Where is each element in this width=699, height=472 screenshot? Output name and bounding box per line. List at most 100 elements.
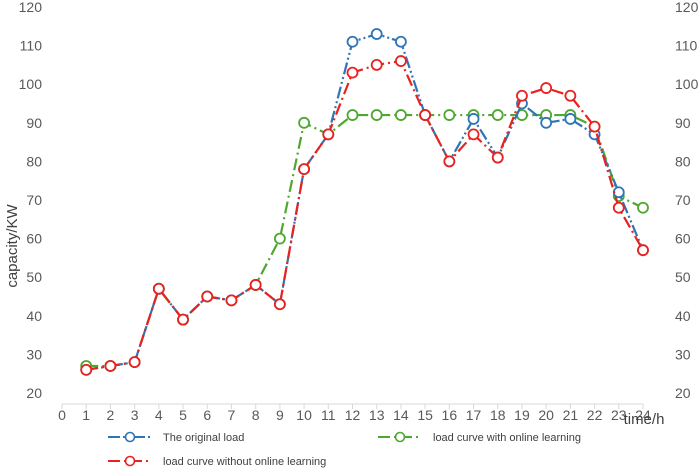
y-tick-label: 50 [26,269,42,285]
x-tick-label: 3 [131,407,139,423]
y2-tick-label: 100 [675,76,699,92]
x-tick-label: 2 [107,407,115,423]
series-layer [80,28,649,376]
x-tick-label: 6 [203,407,211,423]
data-point [540,82,553,94]
x-tick-label: 7 [228,407,236,423]
data-point [419,109,432,121]
series-line [86,32,645,371]
y-tick-label: 70 [26,192,42,208]
x-tick-label: 17 [466,407,482,423]
data-point [443,155,456,168]
data-point [443,109,456,121]
x-tick-label: 12 [345,407,361,423]
data-point [467,113,480,125]
data-point [152,282,165,295]
data-point [564,89,577,102]
x-tick-label: 19 [514,407,530,423]
legend: The original load load curve with online … [108,431,581,468]
series-3 [80,55,649,376]
data-point [80,363,93,376]
data-point [588,120,601,133]
data-point [395,35,407,48]
y-tick-label: 110 [20,38,43,54]
y-tick-label: 90 [26,115,42,131]
data-point [564,113,577,125]
x-tick-label: 13 [369,407,385,423]
y2-tick-label: 30 [675,346,691,362]
x-tick-label: 22 [587,407,603,423]
x-tick-label: 20 [538,407,554,423]
x-tick-label: 14 [393,407,409,423]
series-line [86,59,644,371]
legend-marker [124,431,136,443]
y2-tick-label: 80 [675,153,691,169]
y2-tick-label: 50 [675,269,691,285]
series-1 [80,28,649,376]
data-point [104,360,117,372]
data-point [395,109,407,121]
x-tick-label: 4 [155,407,163,423]
data-point [298,163,310,176]
y2-tick-label: 90 [675,115,691,131]
data-point [177,313,189,326]
data-point [201,290,214,303]
x-tick-label: 15 [417,407,433,423]
data-point [491,109,504,121]
legend-item: load curve with online learning [378,431,581,444]
y-tick-label: 100 [19,76,43,92]
y2-tick-label: 20 [675,385,691,401]
data-point [370,28,383,40]
y-axis-left: 20 30 40 50 60 70 80 90 100 110 120 [19,0,43,401]
y-tick-label: 120 [19,0,43,15]
data-point [516,89,528,102]
x-tick-label: 24 [635,407,651,423]
legend-marker [124,455,136,467]
data-point [298,116,310,129]
data-point [467,128,480,141]
x-tick-label: 10 [296,407,312,423]
y2-tick-label: 110 [675,38,698,54]
x-axis: 0 1 2 3 4 5 6 7 8 9 10 11 12 13 14 15 16 17 18 19 20 21 22 23 24 [58,403,651,423]
data-point [491,151,504,164]
data-point [540,116,553,129]
legend-label: load curve with online learning [433,432,581,444]
y-axis-title: capacity/KW [4,203,21,287]
x-tick-label: 21 [563,407,579,423]
y-axis-right: 20 30 40 50 60 70 80 90 100 110 120 [675,0,699,401]
data-point [225,294,238,307]
x-tick-label: 16 [442,407,458,423]
series-2 [80,109,649,372]
x-tick-label: 0 [58,407,66,423]
y-tick-label: 60 [26,231,42,247]
data-point [637,244,649,257]
y2-tick-label: 70 [675,192,691,208]
x-tick-label: 18 [490,407,506,423]
x-tick-label: 9 [276,407,284,423]
data-point [273,232,286,245]
legend-label: load curve without online learning [163,456,326,468]
data-point [249,279,262,291]
legend-label: The original load [163,432,244,444]
data-point [273,298,286,311]
data-point [395,55,407,67]
data-point [128,356,141,369]
x-tick-label: 11 [321,407,336,423]
y-tick-label: 40 [26,308,42,324]
x-axis-title: time/h [624,411,665,428]
data-point [612,201,625,214]
data-point [346,35,359,48]
y2-tick-label: 120 [675,0,699,15]
legend-item: The original load [108,431,244,444]
legend-item: load curve without online learning [108,455,326,468]
y2-tick-label: 40 [675,308,691,324]
legend-marker [394,431,406,443]
y2-tick-label: 60 [675,231,691,247]
x-tick-label: 8 [252,407,260,423]
y-tick-label: 20 [26,385,42,401]
y-tick-label: 30 [26,346,42,362]
x-tick-label: 5 [179,407,187,423]
x-tick-label: 23 [611,407,627,423]
data-point [370,109,383,121]
